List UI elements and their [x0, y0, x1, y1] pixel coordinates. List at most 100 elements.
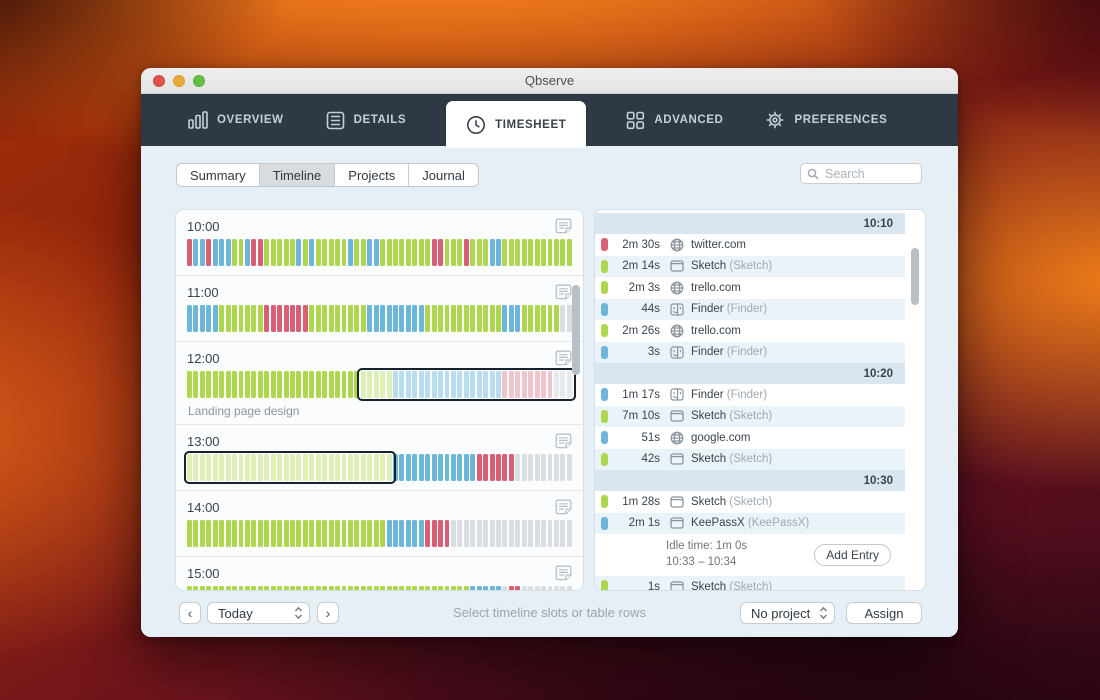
- timeline-slice[interactable]: [470, 520, 476, 547]
- timeline-slice[interactable]: [515, 371, 521, 398]
- timeline-slice[interactable]: [425, 239, 431, 266]
- timeline-slice[interactable]: [476, 586, 482, 590]
- timeline-slice[interactable]: [386, 371, 392, 398]
- timeline-slice[interactable]: [283, 454, 289, 481]
- timeline-slice[interactable]: [238, 586, 244, 590]
- timeline-slice[interactable]: [232, 305, 237, 332]
- timeline-slice[interactable]: [528, 586, 534, 590]
- timeline-slice[interactable]: [341, 305, 347, 332]
- timeline-slice[interactable]: [335, 454, 340, 481]
- subtab-projects[interactable]: Projects: [335, 164, 410, 186]
- selection-box[interactable]: [184, 451, 397, 484]
- timeline-slice[interactable]: [219, 305, 225, 332]
- timeline-slice[interactable]: [296, 239, 302, 266]
- activity-row[interactable]: 7m 10s Sketch (Sketch): [595, 405, 905, 427]
- timeline-slice[interactable]: [212, 454, 218, 481]
- note-icon[interactable]: [555, 218, 572, 234]
- timeline-slice[interactable]: [347, 454, 353, 481]
- timeline-slice[interactable]: [534, 520, 540, 547]
- timeline-slice[interactable]: [412, 586, 418, 590]
- timeline-slice[interactable]: [335, 520, 340, 547]
- timeline-slice[interactable]: [444, 305, 450, 332]
- timeline-slice[interactable]: [547, 454, 553, 481]
- timeline-slice[interactable]: [244, 586, 250, 590]
- timeline-slice[interactable]: [405, 305, 411, 332]
- timeline-slice[interactable]: [328, 586, 334, 590]
- timeline-slice[interactable]: [193, 239, 199, 266]
- timeline-slice[interactable]: [393, 239, 398, 266]
- timeline-slice[interactable]: [508, 371, 514, 398]
- timeline-slice[interactable]: [264, 371, 270, 398]
- timeline-slice[interactable]: [380, 520, 386, 547]
- timeline-slice[interactable]: [508, 239, 514, 266]
- timeline-slice[interactable]: [187, 454, 192, 481]
- timeline-slice[interactable]: [541, 371, 546, 398]
- timeline-slice[interactable]: [238, 239, 244, 266]
- timeline-slice[interactable]: [219, 520, 225, 547]
- timeline-slice[interactable]: [296, 520, 302, 547]
- note-icon[interactable]: [555, 350, 572, 366]
- timeline-slice[interactable]: [393, 371, 398, 398]
- timeline-slice[interactable]: [425, 520, 431, 547]
- timeline-slice[interactable]: [463, 586, 469, 590]
- timeline-slice[interactable]: [470, 371, 476, 398]
- timeline-slice[interactable]: [418, 520, 424, 547]
- timeline-slice[interactable]: [187, 520, 192, 547]
- timeline-slice[interactable]: [212, 305, 218, 332]
- timeline-slice[interactable]: [425, 305, 431, 332]
- timeline-slice[interactable]: [412, 454, 418, 481]
- timeline-slice[interactable]: [412, 305, 418, 332]
- activity-row[interactable]: 2m 30s twitter.com: [595, 234, 905, 256]
- timeline-slice[interactable]: [566, 586, 572, 590]
- timeline-slice[interactable]: [251, 371, 257, 398]
- timeline-slice[interactable]: [257, 454, 263, 481]
- timeline-slice[interactable]: [399, 305, 405, 332]
- timeline-slice[interactable]: [335, 371, 340, 398]
- timeline-slice[interactable]: [315, 586, 321, 590]
- timeline-slice[interactable]: [264, 520, 270, 547]
- timeline-slice[interactable]: [347, 305, 353, 332]
- timeline-slice[interactable]: [553, 454, 559, 481]
- timeline-slice[interactable]: [483, 454, 489, 481]
- timeline-slice[interactable]: [257, 586, 263, 590]
- timeline-slice[interactable]: [425, 454, 431, 481]
- timeline-slice[interactable]: [431, 586, 437, 590]
- timeline-slice[interactable]: [541, 305, 546, 332]
- timeline-slice[interactable]: [515, 520, 521, 547]
- activity-row[interactable]: 1m 17s Finder (Finder): [595, 384, 905, 406]
- timeline-slice[interactable]: [206, 586, 212, 590]
- timeline-slice[interactable]: [399, 520, 405, 547]
- timeline-slice[interactable]: [199, 586, 205, 590]
- timeline-slice[interactable]: [412, 371, 418, 398]
- timeline-slice[interactable]: [238, 305, 244, 332]
- timeline-slice[interactable]: [560, 371, 566, 398]
- timeline-slice[interactable]: [225, 371, 231, 398]
- timeline-slice[interactable]: [489, 239, 495, 266]
- timeline-slice[interactable]: [560, 239, 566, 266]
- subtab-summary[interactable]: Summary: [177, 164, 260, 186]
- timeline-slice[interactable]: [399, 239, 405, 266]
- timeline-slice[interactable]: [560, 520, 566, 547]
- timeline-slice[interactable]: [515, 454, 521, 481]
- timeline-slice[interactable]: [373, 586, 379, 590]
- timeline-slice[interactable]: [508, 520, 514, 547]
- note-icon[interactable]: [555, 284, 572, 300]
- timeline-slice[interactable]: [302, 586, 308, 590]
- subtab-timeline[interactable]: Timeline: [259, 164, 336, 186]
- timeline-slice[interactable]: [470, 454, 476, 481]
- timeline-slice[interactable]: [264, 586, 270, 590]
- activity-row[interactable]: 51s google.com: [595, 427, 905, 449]
- timeline-slice[interactable]: [463, 520, 469, 547]
- timeline-slice[interactable]: [380, 586, 386, 590]
- timeline-slice[interactable]: [496, 239, 501, 266]
- timeline-slice[interactable]: [219, 586, 225, 590]
- minimize-button[interactable]: [173, 74, 185, 87]
- timeline-slice[interactable]: [206, 371, 212, 398]
- timeline-slice[interactable]: [309, 454, 315, 481]
- timeline-slice[interactable]: [386, 305, 392, 332]
- timeline-slice[interactable]: [521, 586, 527, 590]
- timeline-slice[interactable]: [283, 239, 289, 266]
- activity-row[interactable]: 2m 1s KeePassX (KeePassX): [595, 512, 905, 534]
- timeline-slice[interactable]: [386, 520, 392, 547]
- timeline-slice[interactable]: [238, 371, 244, 398]
